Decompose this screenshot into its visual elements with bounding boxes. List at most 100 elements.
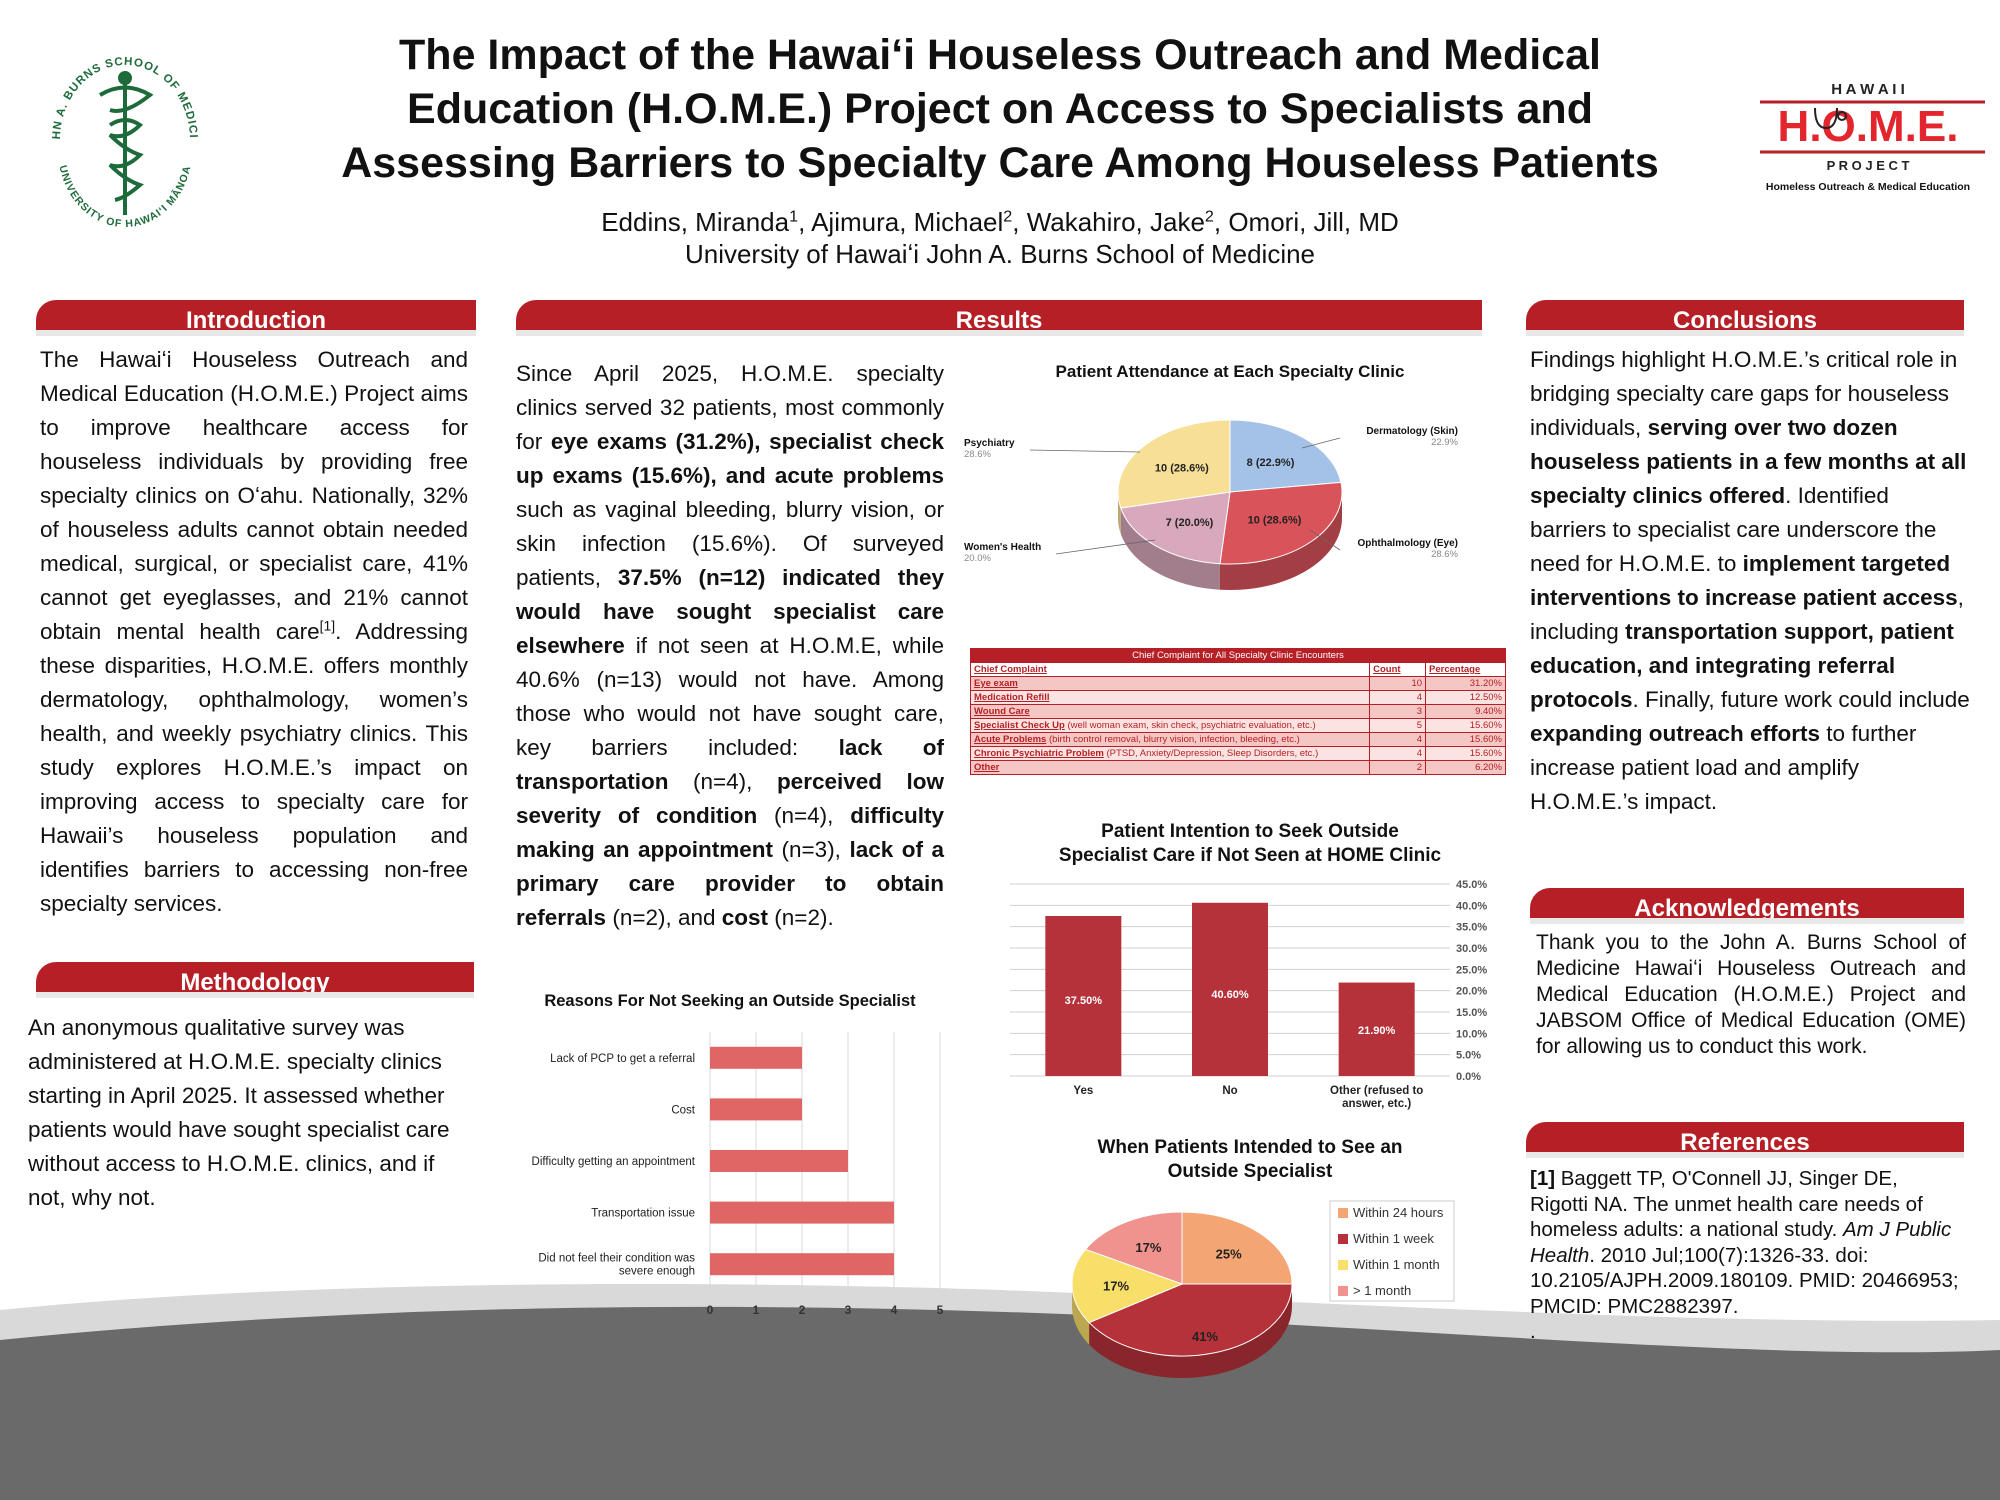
bar-data-label: 37.50% xyxy=(1065,995,1103,1007)
complaint-label: Medication Refill xyxy=(974,692,1049,703)
y-tick-label: 5.0% xyxy=(1456,1050,1481,1062)
y-tick-label: 0.0% xyxy=(1456,1071,1481,1083)
y-category-label: Lack of PCP to get a referral xyxy=(550,1053,695,1065)
table-cell-count: 4 xyxy=(1370,691,1426,705)
author-affiliation-number: 2 xyxy=(1003,207,1012,225)
text-segment: expanding outreach efforts xyxy=(1530,721,1820,746)
table-cell-count: 2 xyxy=(1370,761,1426,775)
bar-data-label: 40.60% xyxy=(1211,989,1249,1001)
title-line: Education (H.O.M.E.) Project on Access t… xyxy=(270,82,1730,136)
text-segment: [1] xyxy=(320,618,336,634)
table-caption: Chief Complaint for All Specialty Clinic… xyxy=(971,649,1506,663)
methodology-heading-label: Methodology xyxy=(180,969,329,996)
table-cell-complaint: Eye exam xyxy=(971,677,1370,691)
pie-category-label: Dermatology (Skin) xyxy=(1366,426,1458,437)
pie-data-label: 8 (22.9%) xyxy=(1247,457,1295,469)
when-chart-title: When Patients Intended to See an Outside… xyxy=(1040,1136,1460,1184)
acknowledgements-heading: Acknowledgements xyxy=(1530,888,1964,924)
text-segment: eye exams (31.2%), specialist check up e… xyxy=(516,429,944,488)
y-tick-label: 35.0% xyxy=(1456,922,1487,934)
conclusions-text: Findings highlight H.O.M.E.’s critical r… xyxy=(1530,343,1970,819)
introduction-heading-label: Introduction xyxy=(186,307,326,334)
complaint-label: Other xyxy=(974,762,999,773)
pie-data-label: 17% xyxy=(1103,1278,1129,1293)
x-category-label: No xyxy=(1222,1085,1237,1097)
table-row: Other 2 6.20% xyxy=(971,761,1506,775)
y-tick-label: 45.0% xyxy=(1456,879,1487,891)
pie-data-label: 17% xyxy=(1135,1240,1161,1255)
intention-title-line: Patient Intention to Seek Outside xyxy=(990,820,1510,844)
legend-swatch xyxy=(1338,1286,1348,1296)
pie-category-label: Women's Health xyxy=(964,542,1041,553)
text-segment: (n=2), and xyxy=(606,905,722,930)
text-segment: (n=4), xyxy=(757,803,850,828)
y-tick-label: 20.0% xyxy=(1456,986,1487,998)
pie-category-percent: 22.9% xyxy=(1431,437,1458,448)
x-tick-label: 4 xyxy=(891,1303,898,1317)
legend-label: Within 1 month xyxy=(1353,1257,1440,1272)
x-tick-label: 2 xyxy=(799,1303,806,1317)
x-tick-label: 3 xyxy=(845,1303,852,1317)
table-cell-percentage: 31.20% xyxy=(1426,677,1506,691)
table-row: Specialist Check Up (well woman exam, sk… xyxy=(971,719,1506,733)
bar xyxy=(710,1202,894,1224)
text-segment: . 2010 Jul;100(7):1326-33. doi: 10.2105/… xyxy=(1530,1244,1959,1318)
table-cell-complaint: Wound Care xyxy=(971,705,1370,719)
table-cell-complaint: Specialist Check Up (well woman exam, sk… xyxy=(971,719,1370,733)
legend-label: Within 1 week xyxy=(1353,1231,1434,1246)
table-cell-count: 5 xyxy=(1370,719,1426,733)
table-cell-percentage: 15.60% xyxy=(1426,719,1506,733)
y-category-label: Transportation issue xyxy=(591,1208,695,1220)
text-segment: (n=4), xyxy=(669,769,777,794)
table-header: Chief Complaint xyxy=(971,663,1370,677)
poster-title: The Impact of the Hawaiʻi Houseless Outr… xyxy=(270,28,1730,190)
pie-data-label: 41% xyxy=(1192,1329,1218,1344)
pie-leader-line xyxy=(1030,450,1140,452)
bar xyxy=(710,1098,802,1120)
references-text: [1] Baggett TP, O'Connell JJ, Singer DE,… xyxy=(1530,1166,1960,1345)
x-category-label: Other (refused to xyxy=(1330,1085,1423,1097)
pie-category-percent: 20.0% xyxy=(964,553,991,564)
logo-home-text: H.O.M.E. xyxy=(1778,102,1959,151)
logo-tagline: Homeless Outreach & Medical Education xyxy=(1766,181,1970,193)
author-name: Ajimura, Michael xyxy=(811,207,1003,237)
bar xyxy=(710,1253,894,1275)
reasons-bar-chart: 0 1 2 3 4 5 Lack of PCP to get a referral Cost D… xyxy=(440,1022,960,1332)
legend-label: Within 24 hours xyxy=(1353,1205,1444,1220)
pie-data-label: 25% xyxy=(1216,1246,1242,1261)
authors: Eddins, Miranda1, Ajimura, Michael2, Wak… xyxy=(400,206,1600,238)
text-segment: . Addressing these disparities, H.O.M.E.… xyxy=(40,619,468,916)
table-row: Eye exam 10 31.20% xyxy=(971,677,1506,691)
references-trailing: . xyxy=(1530,1319,1960,1345)
complaint-label: Acute Problems xyxy=(974,734,1046,745)
table-cell-percentage: 9.40% xyxy=(1426,705,1506,719)
legend-swatch xyxy=(1338,1208,1348,1218)
table-row: Wound Care 3 9.40% xyxy=(971,705,1506,719)
reasons-chart-title: Reasons For Not Seeking an Outside Speci… xyxy=(510,992,950,1011)
results-heading-label: Results xyxy=(956,307,1043,334)
bar-data-label: 21.90% xyxy=(1358,1025,1396,1037)
logo-hawaii-text: H A W A I I xyxy=(1831,81,1905,98)
y-tick-label: 25.0% xyxy=(1456,964,1487,976)
complaint-label: Specialist Check Up xyxy=(974,720,1065,731)
affiliation: University of Hawaiʻi John A. Burns Scho… xyxy=(400,238,1600,270)
x-tick-label: 0 xyxy=(707,1303,714,1317)
y-tick-label: 15.0% xyxy=(1456,1007,1487,1019)
x-tick-label: 5 xyxy=(937,1303,944,1317)
pie-data-label: 7 (20.0%) xyxy=(1166,517,1214,529)
bar xyxy=(710,1150,848,1172)
y-tick-label: 30.0% xyxy=(1456,943,1487,955)
complaint-label: Wound Care xyxy=(974,706,1030,717)
results-heading: Results xyxy=(516,300,1482,336)
methodology-text: An anonymous qualitative survey was admi… xyxy=(28,1011,466,1215)
title-line: The Impact of the Hawaiʻi Houseless Outr… xyxy=(270,28,1730,82)
title-line: Assessing Barriers to Specialty Care Amo… xyxy=(270,136,1730,190)
x-category-label: answer, etc.) xyxy=(1342,1098,1411,1110)
results-text: Since April 2025, H.O.M.E. specialty cli… xyxy=(516,357,944,935)
table-row: Medication Refill 4 12.50% xyxy=(971,691,1506,705)
x-category-label: Yes xyxy=(1073,1085,1093,1097)
x-tick-label: 1 xyxy=(753,1303,760,1317)
table-cell-count: 3 xyxy=(1370,705,1426,719)
pie-category-label: Psychiatry xyxy=(964,438,1015,449)
references-heading: References xyxy=(1526,1122,1964,1158)
